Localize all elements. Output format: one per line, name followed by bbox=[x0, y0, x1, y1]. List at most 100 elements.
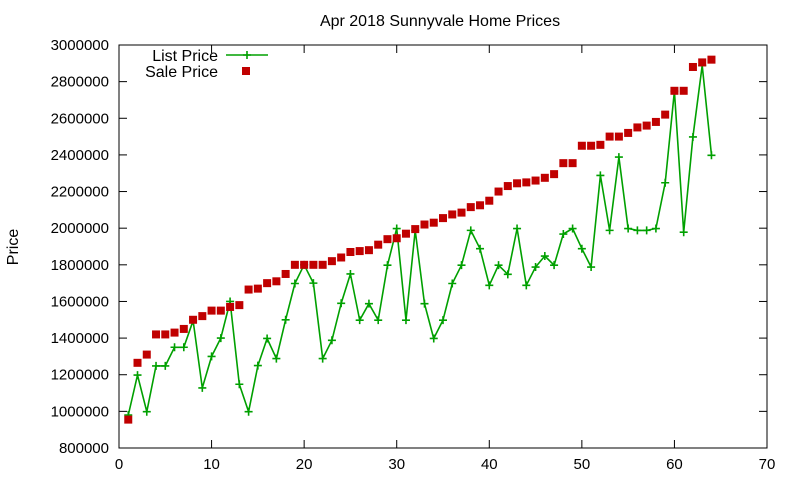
y-tick-label: 1200000 bbox=[51, 367, 109, 384]
list-price-point bbox=[587, 263, 596, 272]
list-price-point bbox=[309, 279, 318, 288]
list-price-point bbox=[624, 224, 633, 233]
sale-price-point bbox=[327, 257, 336, 266]
sale-price-point bbox=[540, 173, 549, 182]
legend-marker-sale-price bbox=[242, 67, 250, 75]
sale-price-point bbox=[281, 269, 290, 278]
sale-price-point bbox=[624, 128, 633, 137]
list-price-point bbox=[170, 343, 179, 352]
sale-price-point bbox=[133, 358, 142, 367]
sale-price-point bbox=[670, 86, 679, 95]
list-price-point bbox=[253, 361, 262, 370]
x-tick-label: 50 bbox=[574, 456, 591, 473]
y-tick-label: 1400000 bbox=[51, 330, 109, 347]
sale-price-point bbox=[189, 315, 198, 324]
plot-frame bbox=[118, 44, 768, 449]
list-price-point bbox=[633, 226, 642, 235]
list-price-point bbox=[281, 315, 290, 324]
sale-price-point bbox=[179, 324, 188, 333]
sale-price-point bbox=[522, 178, 531, 187]
list-price-point bbox=[605, 226, 614, 235]
list-price-point bbox=[216, 334, 225, 343]
list-price-point bbox=[577, 244, 586, 253]
x-tick-label: 70 bbox=[759, 456, 776, 473]
list-price-point bbox=[614, 153, 623, 162]
list-price-point bbox=[457, 261, 466, 270]
sale-price-point bbox=[439, 214, 447, 223]
sale-price-point bbox=[226, 302, 235, 311]
sale-price-point bbox=[392, 234, 401, 243]
legend-marker-list-price bbox=[243, 51, 251, 59]
list-price-point bbox=[531, 263, 540, 272]
list-price-point bbox=[152, 361, 161, 370]
sale-price-point bbox=[513, 179, 522, 188]
list-price-point bbox=[420, 299, 429, 308]
y-tick-label: 2200000 bbox=[51, 184, 109, 201]
plot-area: 0 10 20 30 40 50 60 70 800000 1000000 1200000 14000… bbox=[51, 37, 776, 473]
sale-price-point bbox=[605, 132, 614, 141]
sale-price-point bbox=[596, 140, 605, 149]
sale-price-point bbox=[355, 247, 364, 256]
sale-price-point bbox=[633, 123, 642, 132]
sale-price-point bbox=[420, 220, 429, 229]
y-tick-label: 2800000 bbox=[51, 74, 109, 91]
y-tick-label: 1000000 bbox=[51, 403, 109, 420]
sale-price-point bbox=[642, 121, 651, 130]
sale-price-point bbox=[587, 141, 596, 150]
list-price-point bbox=[272, 354, 281, 363]
sale-price-point bbox=[152, 330, 161, 339]
list-price-point bbox=[642, 226, 651, 235]
list-price-point bbox=[503, 270, 512, 279]
sale-price-point bbox=[337, 253, 346, 262]
list-price-point bbox=[476, 244, 485, 253]
list-price-point bbox=[198, 383, 207, 392]
list-price-point bbox=[439, 316, 447, 325]
list-price-point bbox=[364, 299, 373, 308]
sale-price-point bbox=[383, 235, 392, 244]
sale-price-point bbox=[272, 277, 281, 286]
legend: List Price Sale Price bbox=[145, 48, 268, 81]
x-tick-label: 30 bbox=[388, 456, 405, 473]
list-price-point bbox=[290, 279, 299, 288]
sale-price-point bbox=[698, 58, 707, 67]
y-tick-label: 800000 bbox=[59, 440, 109, 457]
sale-price-point bbox=[401, 229, 410, 238]
list-price-point bbox=[337, 299, 346, 308]
list-price-point bbox=[235, 380, 244, 389]
sale-price-point bbox=[142, 350, 151, 359]
sale-price-point bbox=[170, 328, 179, 337]
list-price-point bbox=[688, 132, 697, 141]
sale-price-point bbox=[161, 330, 170, 339]
sale-price-point bbox=[559, 159, 568, 168]
x-tick-label: 10 bbox=[203, 456, 220, 473]
sale-price-point bbox=[300, 260, 309, 269]
sale-price-point bbox=[651, 117, 660, 126]
list-price-point bbox=[494, 261, 503, 270]
list-price-point bbox=[244, 407, 253, 416]
x-tick-label: 40 bbox=[481, 456, 498, 473]
sale-price-point bbox=[253, 284, 262, 293]
sale-price-point bbox=[411, 225, 420, 234]
legend-label-sale-price: Sale Price bbox=[145, 64, 218, 81]
series-line-list-price bbox=[127, 64, 713, 416]
y-tick-label: 2600000 bbox=[51, 110, 109, 127]
x-tick-label: 20 bbox=[296, 456, 313, 473]
sale-price-point bbox=[568, 159, 577, 168]
list-price-point bbox=[133, 371, 142, 380]
sale-price-point bbox=[263, 279, 272, 288]
sale-price-point bbox=[290, 260, 299, 269]
sale-price-point bbox=[318, 260, 327, 269]
list-price-point bbox=[485, 281, 494, 290]
y-axis-label: Price bbox=[5, 229, 22, 266]
list-price-point bbox=[513, 224, 522, 233]
list-price-point bbox=[401, 316, 410, 325]
list-price-point bbox=[466, 226, 475, 235]
sale-price-point bbox=[235, 301, 244, 310]
legend-label-list-price: List Price bbox=[152, 48, 218, 65]
list-price-point bbox=[568, 224, 577, 233]
sale-price-point bbox=[244, 285, 253, 294]
list-price-point bbox=[374, 316, 383, 325]
sale-price-point bbox=[485, 196, 494, 205]
y-tick-label: 2400000 bbox=[51, 147, 109, 164]
